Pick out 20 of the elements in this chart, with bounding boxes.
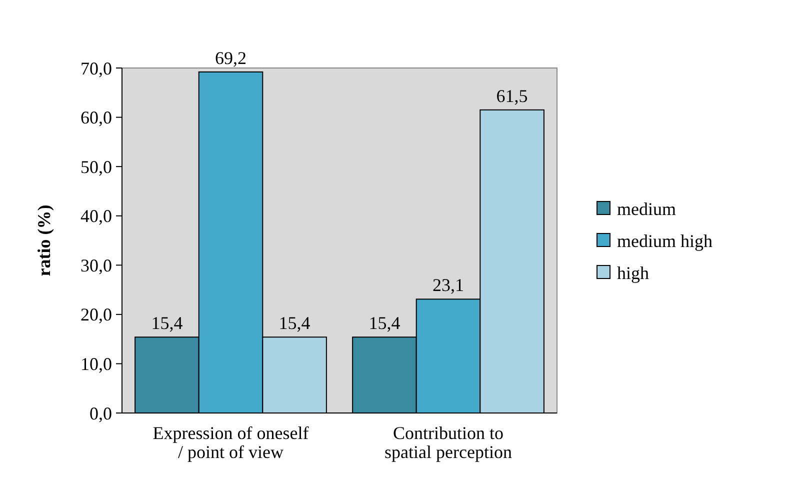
y-tick-label: 20,0 <box>80 304 112 325</box>
data-label: 15,4 <box>151 313 183 334</box>
legend-label: high <box>617 262 650 283</box>
y-tick-label: 40,0 <box>80 206 112 226</box>
y-tick-label: 60,0 <box>80 108 112 128</box>
y-tick-label: 10,0 <box>80 354 112 374</box>
y-tick-label: 50,0 <box>80 156 112 177</box>
data-label: 15,4 <box>368 313 400 334</box>
y-tick-label: 30,0 <box>80 255 112 276</box>
legend-label: medium <box>617 198 676 219</box>
data-label: 23,1 <box>432 275 464 296</box>
y-axis-title: ratio (%) <box>34 204 54 276</box>
legend-label: medium high <box>617 230 712 251</box>
data-label: 61,5 <box>496 86 528 106</box>
x-tick-label: Contribution to spatial perception <box>384 423 512 462</box>
data-label: 69,2 <box>215 48 246 68</box>
y-tick-label: 70,0 <box>80 58 112 78</box>
data-label: 15,4 <box>278 313 310 334</box>
y-tick-label: 0,0 <box>90 403 112 424</box>
x-tick-label: Expression of oneself / point of view <box>152 423 309 462</box>
